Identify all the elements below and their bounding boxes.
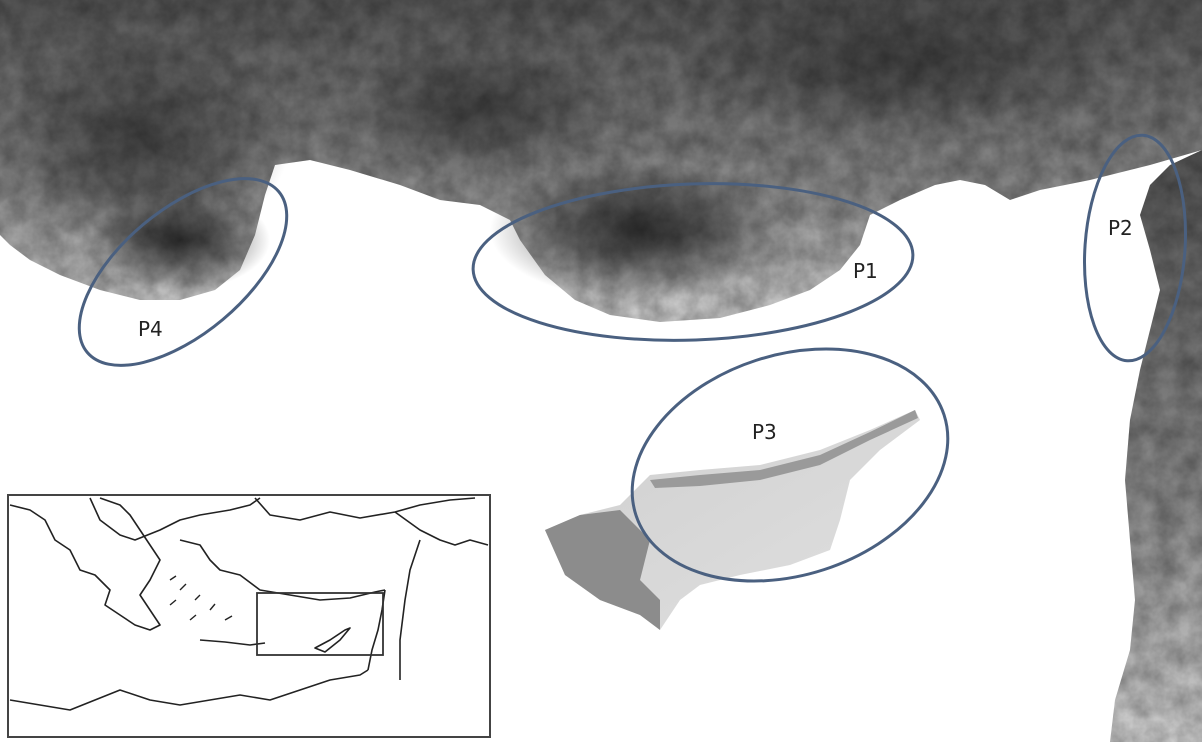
inset-study-area-box[interactable] (256, 592, 384, 656)
terrain-texture (0, 0, 1202, 322)
inset-black-sea (254, 497, 476, 521)
kyrenia-range (650, 410, 918, 488)
inset-east-border (394, 511, 489, 546)
inset-greece-coast (9, 497, 161, 631)
inset-balkan-inland (89, 497, 261, 541)
region-p4-ellipse[interactable] (47, 144, 318, 400)
inset-africa-coast (9, 669, 369, 711)
region-p2-label: P2 (1108, 216, 1133, 240)
eastern-texture (1110, 150, 1202, 742)
inset-cyprus (314, 627, 351, 653)
region-p1-ellipse[interactable] (470, 176, 915, 347)
region-p4-label: P4 (138, 317, 163, 341)
region-p3-ellipse[interactable] (602, 310, 978, 619)
troodos-mountains (545, 510, 660, 630)
inset-inland-border (399, 539, 421, 680)
region-p2-ellipse[interactable] (1077, 132, 1193, 364)
inset-overview-map (7, 494, 491, 738)
region-p3-label: P3 (752, 420, 777, 444)
inset-turkey-coast (179, 539, 386, 601)
region-p1-label: P1 (853, 259, 878, 283)
